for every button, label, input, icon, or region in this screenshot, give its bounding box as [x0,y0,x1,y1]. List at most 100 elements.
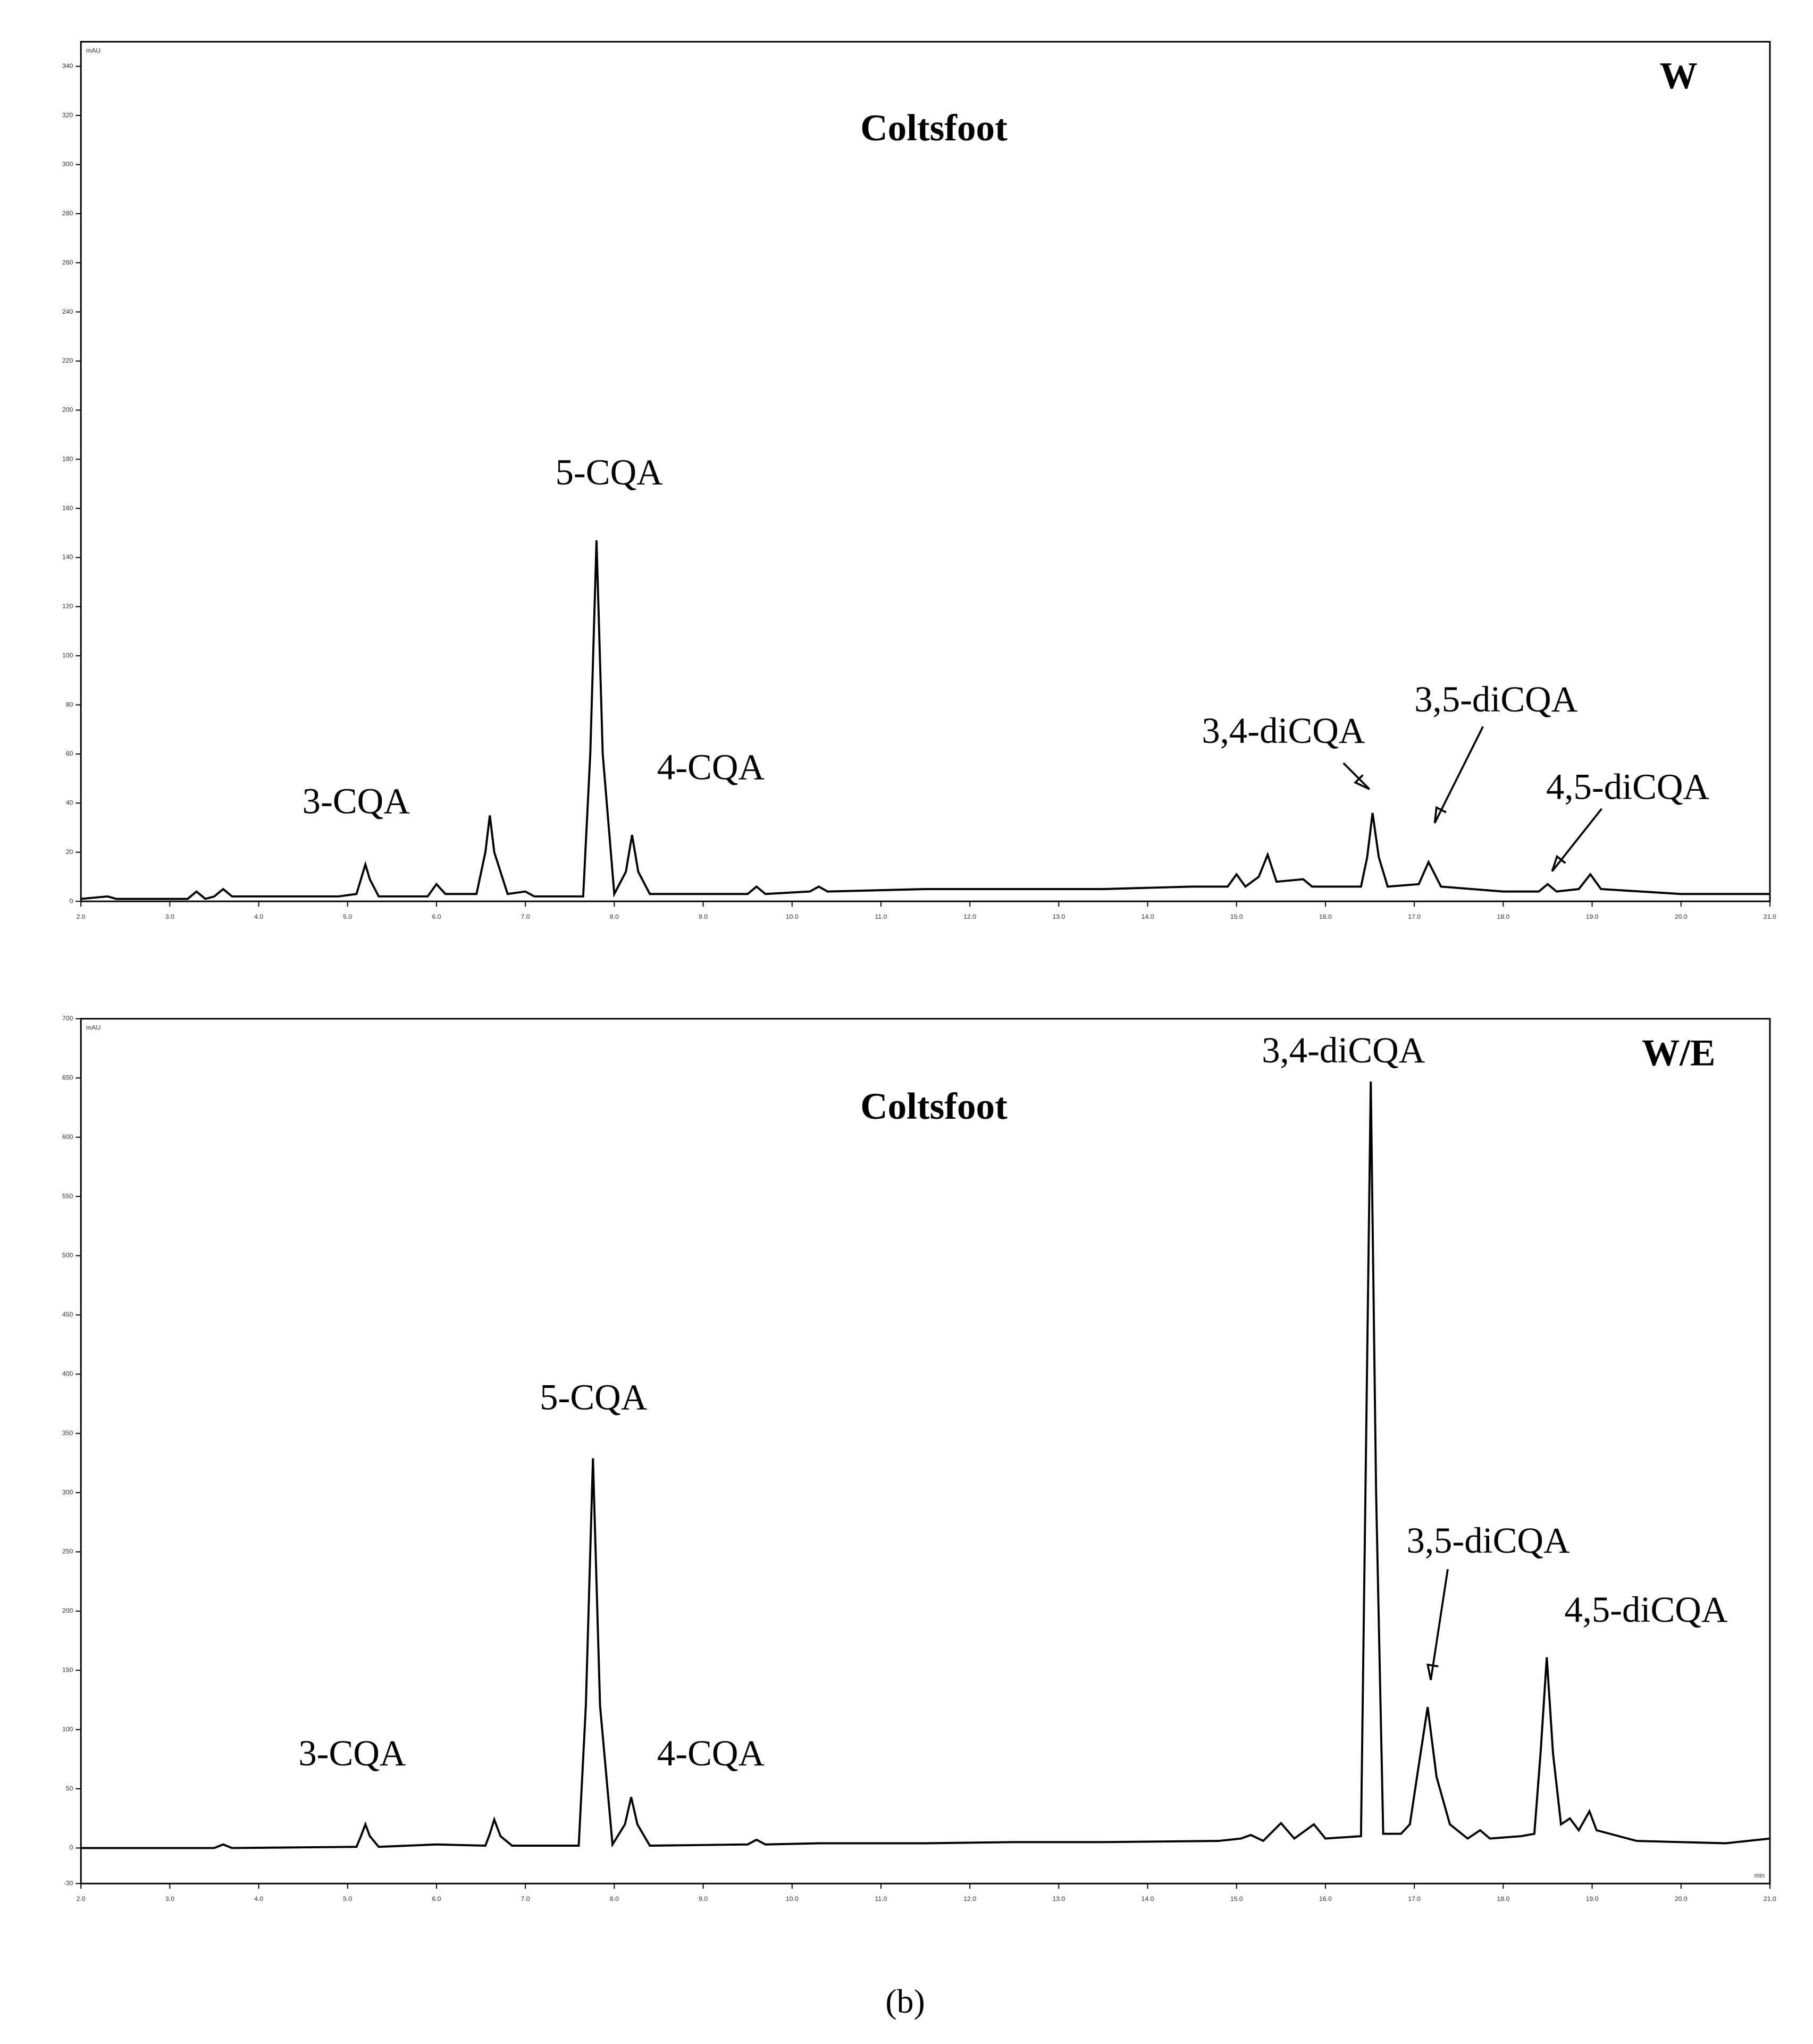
y-tick-label: 250 [62,1548,73,1555]
x-tick-label: 9.0 [699,1895,708,1903]
peak-label: 3,4-diCQA [1262,1030,1425,1070]
y-tick-label: 150 [62,1666,73,1673]
y-tick-label: 20 [66,848,73,856]
y-tick-label: 550 [62,1192,73,1200]
x-tick-label: 3.0 [165,913,174,920]
x-tick-label: 15.0 [1230,1895,1243,1903]
x-tick-label: 19.0 [1586,1895,1599,1903]
x-tick-label: 11.0 [875,1895,887,1903]
y-tick-label: 320 [62,111,73,119]
y-tick-label: 0 [70,1844,73,1852]
x-axis-label: min [1754,1872,1765,1879]
y-tick-label: 50 [66,1785,73,1792]
arrow [1551,808,1602,872]
peak-label: 3-CQA [298,1733,406,1773]
y-tick-label: 240 [62,308,73,315]
y-tick-label: 60 [66,750,73,757]
x-tick-label: 10.0 [786,913,799,920]
plot-frame [80,41,1771,902]
peak-label: 3,5-diCQA [1414,679,1578,719]
x-tick-label: 2.0 [77,913,86,920]
y-tick-label: 40 [66,799,73,807]
x-tick-label: 5.0 [343,913,352,920]
peak-label: 4-CQA [657,1733,765,1773]
corner-label: W [1660,55,1698,97]
x-tick-label: 19.0 [1586,913,1599,920]
x-tick-label: 13.0 [1052,913,1065,920]
y-tick-label: 600 [62,1133,73,1141]
x-tick-label: 12.0 [963,913,976,920]
y-tick-label: 140 [62,554,73,561]
y-tick-label: 80 [66,701,73,708]
x-tick-label: 7.0 [521,1895,530,1903]
y-tick-label: 400 [62,1370,73,1377]
peak-label: 3,4-diCQA [1202,710,1365,751]
y-tick-label: 200 [62,1607,73,1614]
peak-label: 3,5-diCQA [1407,1520,1571,1561]
x-tick-label: 10.0 [786,1895,799,1903]
x-tick-label: 4.0 [254,913,263,920]
y-tick-label: 0 [70,897,73,904]
peak-label: 5-CQA [556,452,664,492]
arrow-head [1551,855,1566,872]
y-tick-label: 120 [62,602,73,610]
figure-label: (b) [885,1982,925,2020]
chart-title: Coltsfoot [860,107,1008,149]
y-tick-label: 160 [62,504,73,512]
arrow [1433,726,1484,824]
y-tick-label: 300 [62,1488,73,1496]
x-tick-label: 20.0 [1675,1895,1688,1903]
arrow [1430,1569,1449,1680]
y-tick-label: 100 [62,1725,73,1733]
x-tick-label: 15.0 [1230,913,1243,920]
peak-label: 4,5-diCQA [1564,1589,1728,1630]
x-tick-label: 8.0 [610,913,619,920]
x-tick-label: 4.0 [254,1895,263,1903]
x-tick-label: 14.0 [1141,1895,1154,1903]
x-tick-label: 5.0 [343,1895,352,1903]
x-tick-label: 3.0 [165,1895,174,1903]
x-tick-label: 16.0 [1319,1895,1332,1903]
x-tick-label: 9.0 [699,913,708,920]
y-axis-label: mAU [86,47,100,54]
x-tick-label: 6.0 [432,913,441,920]
x-tick-label: 2.0 [77,1895,86,1903]
y-tick-label: 260 [62,258,73,266]
x-tick-label: 12.0 [963,1895,976,1903]
y-tick-label: 200 [62,406,73,414]
x-tick-label: 7.0 [521,913,530,920]
x-tick-label: 18.0 [1497,1895,1509,1903]
plot-frame [80,1018,1771,1884]
x-tick-label: 17.0 [1408,913,1421,920]
y-tick-label: 280 [62,210,73,217]
arrow-head [1426,1663,1439,1680]
chromatogram-line [81,540,1770,900]
x-tick-label: 21.0 [1764,1895,1776,1903]
chart-title: Coltsfoot [860,1086,1008,1127]
chromatogram-line [81,1081,1770,1849]
x-tick-label: 14.0 [1141,913,1154,920]
x-tick-label: 8.0 [610,1895,619,1903]
corner-label: W/E [1642,1032,1715,1074]
y-tick-label: 450 [62,1311,73,1318]
y-tick-label: 340 [62,62,73,70]
y-tick-label: 650 [62,1074,73,1081]
x-tick-label: 13.0 [1052,1895,1065,1903]
x-tick-label: 11.0 [875,913,887,920]
y-tick-label: 500 [62,1252,73,1259]
peak-label: 4,5-diCQA [1546,766,1710,807]
y-tick-label: 180 [62,455,73,463]
peak-label: 3-CQA [303,781,410,821]
arrow [1342,762,1371,790]
x-tick-label: 6.0 [432,1895,441,1903]
y-tick-label: 700 [62,1015,73,1022]
y-axis-label: mAU [86,1024,100,1031]
y-tick-label: 350 [62,1429,73,1437]
arrow-head [1433,806,1447,824]
y-tick-label: -30 [64,1880,73,1887]
x-tick-label: 21.0 [1764,913,1776,920]
x-tick-label: 17.0 [1408,1895,1421,1903]
y-tick-label: 300 [62,161,73,168]
